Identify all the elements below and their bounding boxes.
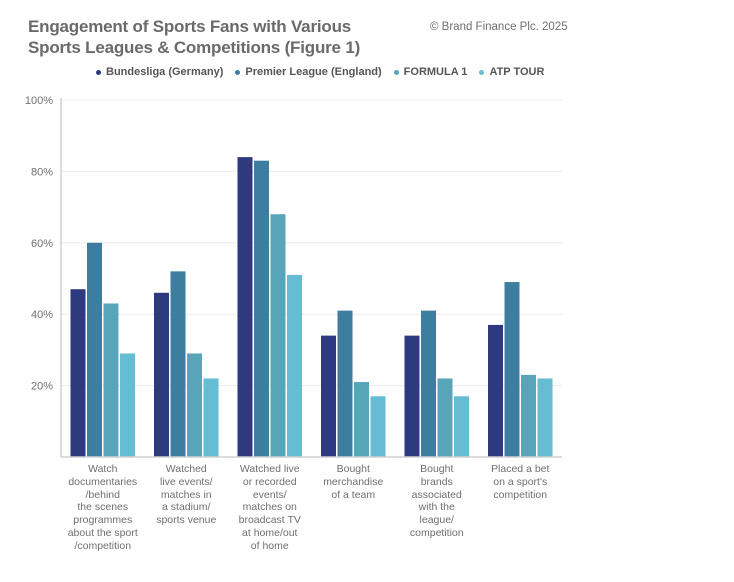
legend-item-premier-league: Premier League (England) <box>235 66 382 78</box>
bar-premier-league-england-1 <box>170 271 186 457</box>
legend-item-atp-tour: ATP TOUR <box>479 66 544 78</box>
bar-formula-1-2 <box>270 214 286 457</box>
bar-bundesliga-germany-2 <box>237 157 253 457</box>
bar-formula-1-0 <box>103 303 119 457</box>
legend-item-formula-1: FORMULA 1 <box>393 66 468 78</box>
bar-bundesliga-germany-4 <box>404 335 420 457</box>
bar-premier-league-england-2 <box>254 160 269 457</box>
legend-label-bundesliga: Bundesliga (Germany) <box>106 66 224 78</box>
x-tick-label: Watched live events/ matches in a stadiu… <box>156 463 217 527</box>
bar-premier-league-england-0 <box>87 242 102 457</box>
copyright-notice: © Brand Finance Plc. 2025 <box>430 21 568 33</box>
bar-bundesliga-germany-1 <box>154 292 169 457</box>
y-tick-label: 80% <box>31 166 53 178</box>
y-axis-ticks: 20% 40% 60% 80% 100% <box>25 95 53 393</box>
bar-bundesliga-germany-5 <box>488 324 503 457</box>
legend-marker-atp-tour <box>479 69 485 75</box>
bars <box>70 157 553 457</box>
legend-marker-premier-league <box>235 69 241 75</box>
bar-formula-1-5 <box>521 374 536 457</box>
gridlines <box>61 99 562 387</box>
bar-premier-league-england-4 <box>421 310 436 457</box>
x-tick-label: Bought merchandise of a team <box>323 463 384 501</box>
bar-premier-league-england-3 <box>337 310 353 457</box>
legend: Bundesliga (Germany) Premier League (Eng… <box>96 66 544 78</box>
legend-marker-bundesliga <box>96 69 101 75</box>
bar-premier-league-england-5 <box>504 282 520 457</box>
legend-label-premier-league: Premier League (England) <box>245 66 382 78</box>
legend-label-formula-1: FORMULA 1 <box>403 66 468 78</box>
legend-label-atp-tour: ATP TOUR <box>489 66 545 78</box>
bar-formula-1-3 <box>354 382 369 457</box>
bar-atp-tour-5 <box>537 378 553 457</box>
x-tick-label: Watch documentaries /behind the scenes p… <box>67 463 138 552</box>
y-tick-label: 60% <box>31 238 53 250</box>
bar-atp-tour-3 <box>370 396 386 457</box>
bar-atp-tour-0 <box>120 353 135 457</box>
bar-atp-tour-2 <box>287 274 302 457</box>
bar-bundesliga-germany-3 <box>321 335 336 457</box>
y-tick-label: 40% <box>31 309 53 321</box>
x-tick-label: Placed a bet on a sport's competition <box>491 463 550 501</box>
y-tick-label: 20% <box>31 381 53 393</box>
x-tick-label: Bought brands associated with the league… <box>409 463 464 539</box>
bar-formula-1-1 <box>187 353 202 457</box>
bar-atp-tour-1 <box>203 378 219 457</box>
y-tick-label: 100% <box>25 95 53 107</box>
bar-atp-tour-4 <box>454 396 469 457</box>
x-tick-label: Watched live or recorded events/ matches… <box>238 463 301 552</box>
legend-item-bundesliga: Bundesliga (Germany) <box>96 66 223 78</box>
chart-title: Engagement of Sports Fans with Various S… <box>28 17 361 57</box>
legend-marker-formula-1 <box>393 69 399 75</box>
bar-formula-1-4 <box>437 378 453 457</box>
bar-bundesliga-germany-0 <box>70 289 86 457</box>
